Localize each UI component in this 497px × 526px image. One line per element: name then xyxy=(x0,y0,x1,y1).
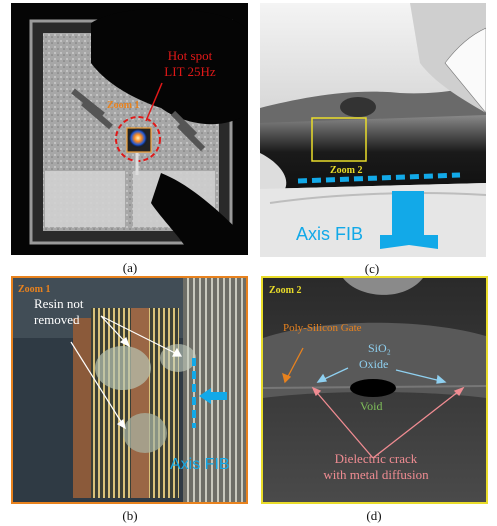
resin-label-line1: Resin not xyxy=(34,296,84,311)
panel-a-graphic xyxy=(11,3,248,255)
resin-label: Resin not removed xyxy=(34,296,83,328)
panel-c-image xyxy=(260,3,486,257)
hotspot-label-line2: LIT 25Hz xyxy=(164,64,216,79)
zoom1-label-a: Zoom 1 xyxy=(107,100,140,111)
caption-b: (b) xyxy=(122,508,138,523)
dielectric-crack-label: Dielectric crack with metal diffusion xyxy=(300,451,452,483)
panel-b-image xyxy=(11,276,248,504)
axis-fib-label-b: Axis FIB xyxy=(170,456,230,473)
hotspot-label: Hot spot LIT 25Hz xyxy=(150,48,230,80)
axis-fib-label-c: Axis FIB xyxy=(296,224,364,244)
caption-c: (c) xyxy=(364,261,380,276)
caption-a: (a) xyxy=(122,260,138,275)
panel-d-image xyxy=(261,276,488,504)
zoom2-label-c: Zoom 2 xyxy=(330,165,363,176)
poly-silicon-label: Poly-Silicon Gate xyxy=(283,322,362,334)
panel-d-arrows xyxy=(282,347,465,459)
oxide-label: Oxide xyxy=(359,357,389,371)
zoom1-label-b: Zoom 1 xyxy=(18,284,51,295)
caption-d: (d) xyxy=(366,508,382,523)
panel-c-graphic xyxy=(260,3,486,257)
panel-b-graphic xyxy=(13,278,246,502)
dielectric-crack-line2: with metal diffusion xyxy=(323,467,429,482)
sio2-label: SiO₂ xyxy=(368,341,391,355)
zoom2-label-d: Zoom 2 xyxy=(269,285,302,296)
dielectric-crack-line1: Dielectric crack xyxy=(334,451,418,466)
void-label: Void xyxy=(360,399,383,413)
resin-label-line2: removed xyxy=(34,312,80,327)
hotspot-label-line1: Hot spot xyxy=(167,48,213,63)
panel-a-image xyxy=(11,3,248,255)
panel-d-graphic xyxy=(263,278,486,502)
